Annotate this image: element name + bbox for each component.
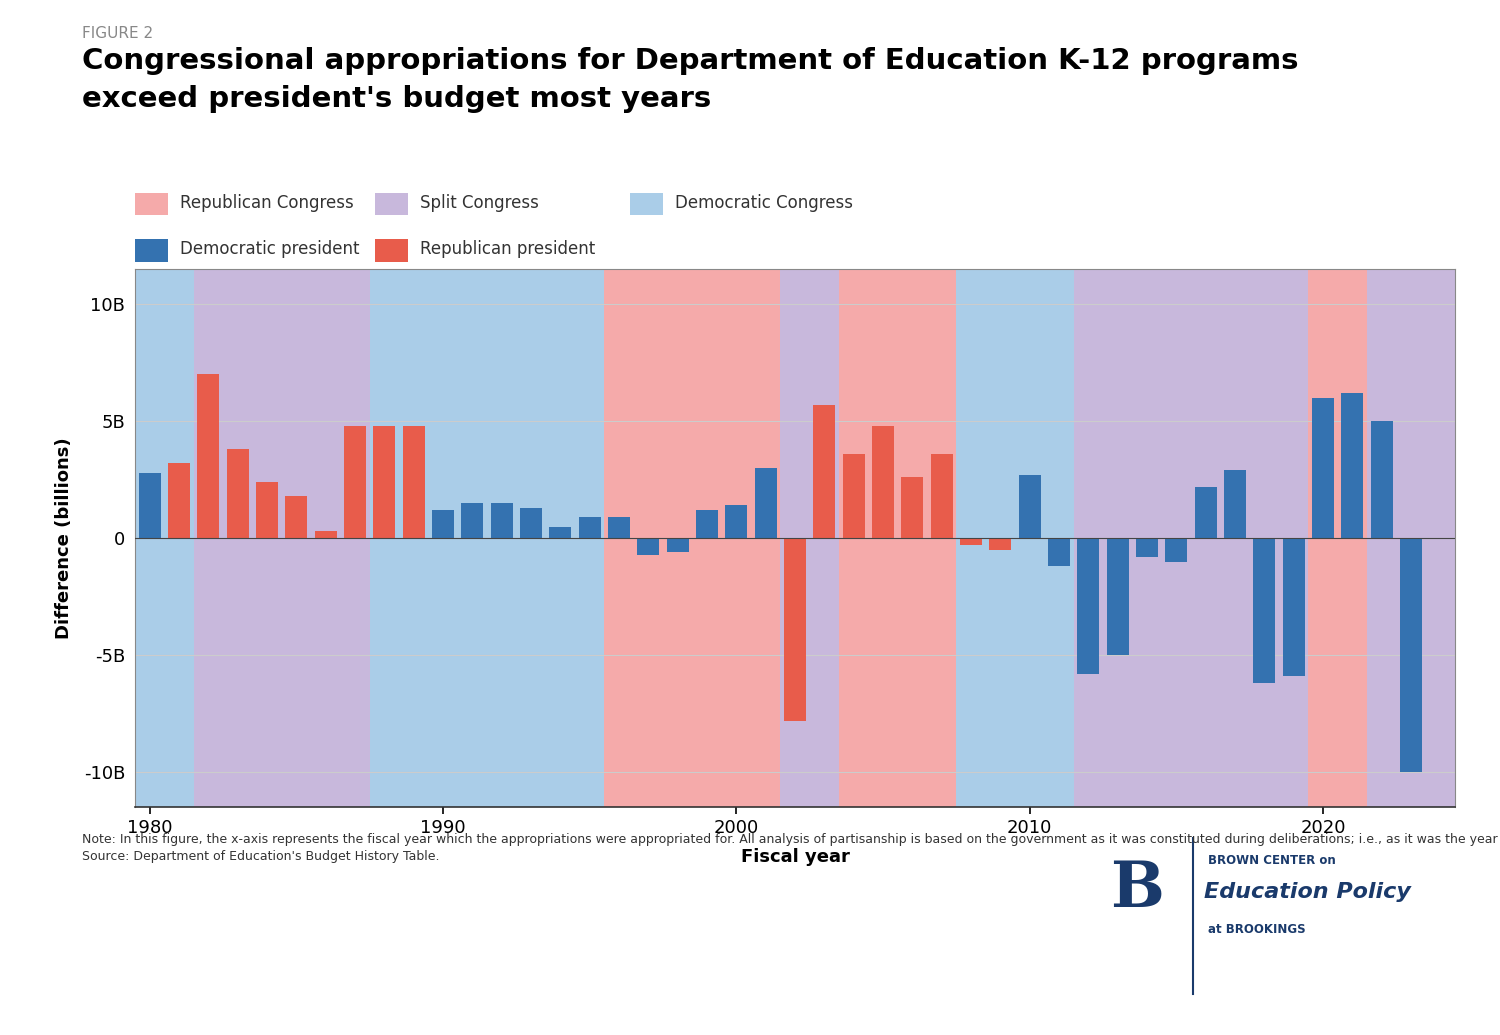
Bar — [1077, 538, 1100, 674]
Bar — [1366, 269, 1455, 807]
Bar — [490, 503, 513, 538]
Bar — [784, 538, 806, 720]
Bar — [1136, 538, 1158, 557]
Text: at BROOKINGS: at BROOKINGS — [1208, 923, 1305, 937]
Text: Republican president: Republican president — [420, 240, 596, 259]
Bar — [1282, 538, 1305, 676]
Bar — [138, 473, 160, 538]
Bar — [990, 538, 1011, 550]
Text: Note: In this figure, the x-axis represents the fiscal year which the appropriat: Note: In this figure, the x-axis represe… — [82, 833, 1500, 863]
Bar — [960, 538, 982, 545]
Bar — [344, 425, 366, 538]
Bar — [780, 269, 838, 807]
Bar — [957, 269, 1074, 807]
Bar — [1166, 538, 1188, 562]
Bar — [198, 375, 219, 538]
Text: exceed president's budget most years: exceed president's budget most years — [82, 85, 711, 113]
Bar — [666, 538, 688, 553]
Bar — [638, 538, 660, 555]
Bar — [1341, 393, 1364, 538]
Bar — [1019, 475, 1041, 538]
Bar — [135, 269, 194, 807]
Bar — [194, 269, 369, 807]
Text: Split Congress: Split Congress — [420, 194, 538, 212]
Bar — [1400, 538, 1422, 772]
Bar — [604, 269, 780, 807]
Text: FIGURE 2: FIGURE 2 — [82, 26, 153, 40]
Bar — [1048, 538, 1070, 566]
Text: Democratic Congress: Democratic Congress — [675, 194, 853, 212]
Text: Democratic president: Democratic president — [180, 240, 360, 259]
Bar — [839, 269, 957, 807]
Text: BROWN CENTER on: BROWN CENTER on — [1208, 854, 1335, 867]
Bar — [402, 425, 424, 538]
Bar — [1191, 269, 1308, 807]
Text: B: B — [1110, 859, 1164, 920]
Bar — [1074, 269, 1191, 807]
Bar — [608, 518, 630, 538]
X-axis label: Fiscal year: Fiscal year — [741, 849, 849, 866]
Bar — [315, 531, 336, 538]
Bar — [696, 510, 718, 538]
Bar — [285, 496, 308, 538]
Y-axis label: Difference (billions): Difference (billions) — [56, 438, 74, 639]
Bar — [1107, 538, 1128, 655]
Bar — [369, 269, 604, 807]
Bar — [549, 527, 572, 538]
Bar — [726, 505, 747, 538]
Bar — [1194, 486, 1216, 538]
Bar — [1312, 397, 1334, 538]
Bar — [432, 510, 454, 538]
Bar — [374, 425, 396, 538]
Bar — [930, 454, 952, 538]
Bar — [1254, 538, 1275, 683]
Bar — [1224, 470, 1246, 538]
Bar — [226, 449, 249, 538]
Bar — [256, 482, 278, 538]
Text: Congressional appropriations for Department of Education K-12 programs: Congressional appropriations for Departm… — [82, 47, 1299, 75]
Bar — [1371, 421, 1392, 538]
Bar — [843, 454, 864, 538]
Bar — [168, 464, 190, 538]
Bar — [579, 518, 600, 538]
Bar — [520, 508, 542, 538]
Bar — [754, 468, 777, 538]
Bar — [902, 477, 924, 538]
Text: Republican Congress: Republican Congress — [180, 194, 354, 212]
Bar — [871, 425, 894, 538]
Bar — [813, 405, 836, 538]
Bar — [1308, 269, 1366, 807]
Text: Education Policy: Education Policy — [1204, 882, 1411, 901]
Bar — [462, 503, 483, 538]
